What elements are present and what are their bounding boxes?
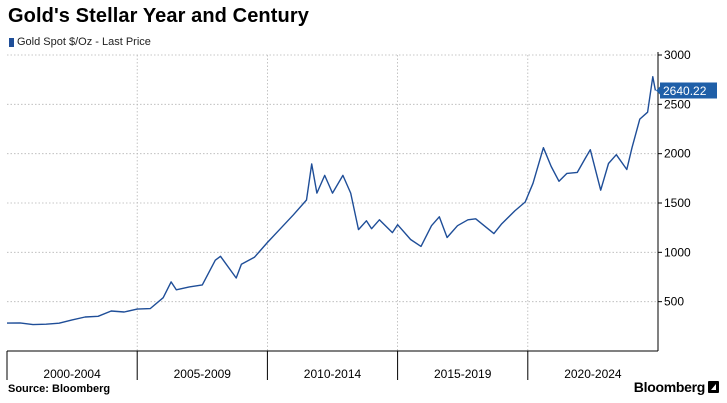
legend-swatch [9, 37, 14, 47]
x-tick-label: 2005-2009 [174, 367, 232, 381]
legend-label: Gold Spot $/Oz - Last Price [17, 36, 151, 48]
legend: Gold Spot $/Oz - Last Price [9, 36, 151, 48]
last-value-pointer [656, 85, 661, 96]
brand-logo: Bloomberg [634, 379, 719, 395]
y-tick-label: 1500 [664, 196, 691, 210]
axes [6, 52, 662, 380]
y-tick-label: 2000 [664, 147, 691, 161]
y-tick-label: 3000 [664, 48, 691, 62]
y-tick-label: 500 [664, 295, 684, 309]
grid [7, 54, 658, 351]
x-tick-label: 2010-2014 [304, 367, 362, 381]
series-layer [6, 76, 657, 326]
brand-name: Bloomberg [633, 379, 706, 395]
x-tick-label: 2020-2024 [564, 367, 622, 381]
source-note: Source: Bloomberg [8, 383, 111, 395]
labels: 500 1000 1500 2000 2500 3000 2000-2004 2005-200… [43, 48, 717, 381]
x-tick-label: 2015-2019 [434, 367, 492, 381]
x-tick-label: 2000-2004 [43, 367, 101, 381]
gold-price-line [6, 76, 657, 326]
y-tick-label: 1000 [664, 245, 691, 259]
last-value-badge [660, 82, 717, 99]
chart-title: Gold's Stellar Year and Century [8, 5, 309, 27]
y-tick-label: 2500 [664, 97, 691, 111]
brand-icon [708, 381, 719, 393]
last-value-label: 2640.22 [663, 84, 707, 98]
